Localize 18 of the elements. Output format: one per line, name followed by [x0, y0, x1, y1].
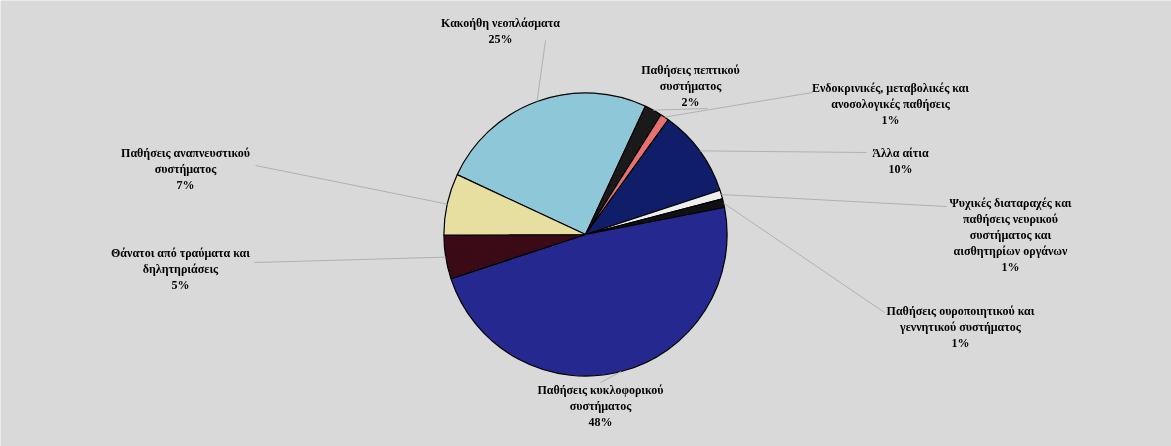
data-label: 1% [881, 112, 900, 127]
data-label: 5% [171, 277, 190, 292]
slice-label: Κακοήθη νεοπλάσματα [441, 15, 561, 30]
data-label: 2% [681, 94, 700, 109]
data-label: 7% [176, 177, 195, 192]
slice-label: Θάνατοι από τραύματα και δηλητηριάσεις [111, 245, 251, 276]
data-label: 1% [1001, 259, 1020, 274]
slice-label: Παθήσεις κυκλοφορικού συστήματος [537, 382, 664, 413]
data-label: 10% [888, 161, 913, 176]
slice-label: Παθήσεις αναπνευστικού συστήματος [121, 145, 250, 176]
data-label: 1% [951, 335, 970, 350]
slice-label: Ενδοκρινικές, μεταβολικές και ανοσολογικές παθήσεις [811, 80, 970, 111]
data-label: 48% [588, 414, 613, 429]
slice-label: Ψυχικές διαταραχές και παθήσεις νευρικού συστήματος και αισθητηρίων οργάνων [949, 195, 1072, 258]
slice-label: Παθήσεις ουροποιητικού και γεννητικού συστήματος [886, 303, 1035, 334]
slice-label: Άλλα αίτια [872, 145, 930, 160]
data-label: 25% [488, 31, 513, 46]
slice-label: Παθήσεις πεπτικού συστήματος [641, 62, 740, 93]
